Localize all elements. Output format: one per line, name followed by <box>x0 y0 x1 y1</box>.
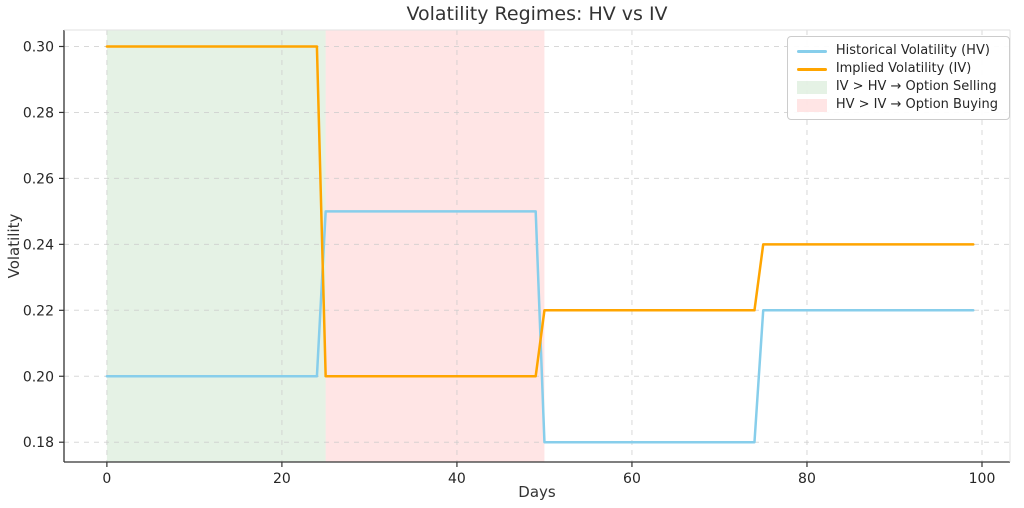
legend-patch-swatch <box>796 80 827 94</box>
x-tick-label: 80 <box>798 471 816 487</box>
hv-line <box>105 210 975 444</box>
y-tick-label: 0.30 <box>23 39 54 55</box>
legend-label: Historical Volatility (HV) <box>835 43 990 58</box>
y-axis-label: Volatility <box>5 213 23 279</box>
legend-line-swatch <box>796 67 827 71</box>
legend-line-swatch <box>796 49 827 53</box>
legend-row: HV > IV → Option Buying <box>796 97 998 112</box>
legend-label: IV > HV → Option Selling <box>835 79 997 94</box>
y-tick-label: 0.22 <box>23 303 54 319</box>
y-tick-label: 0.28 <box>23 105 54 121</box>
iv-line <box>105 45 975 378</box>
legend: Historical Volatility (HV) Implied Volati… <box>786 36 1010 120</box>
legend-label: Implied Volatility (IV) <box>835 61 972 76</box>
x-tick-label: 100 <box>969 471 996 487</box>
y-tick-label: 0.26 <box>23 171 54 187</box>
y-tick-label: 0.18 <box>23 435 54 451</box>
chart-title: Volatility Regimes: HV vs IV <box>406 3 668 25</box>
x-tick-label: 20 <box>273 471 291 487</box>
legend-label: HV > IV → Option Buying <box>835 97 998 112</box>
legend-patch-swatch <box>796 98 827 112</box>
y-tick-label: 0.20 <box>23 369 54 385</box>
regime-region-0 <box>106 30 326 462</box>
regime-region-1 <box>325 30 545 462</box>
x-tick-label: 40 <box>448 471 466 487</box>
legend-row: Historical Volatility (HV) <box>796 43 998 58</box>
x-axis-label: Days <box>518 483 556 501</box>
x-tick-label: 0 <box>102 471 111 487</box>
y-tick-label: 0.24 <box>23 237 54 253</box>
x-tick-label: 60 <box>623 471 641 487</box>
legend-row: Implied Volatility (IV) <box>796 61 998 76</box>
legend-row: IV > HV → Option Selling <box>796 79 998 94</box>
